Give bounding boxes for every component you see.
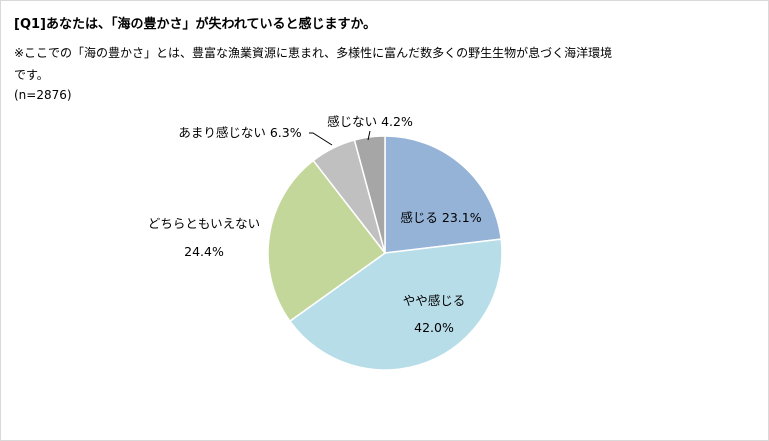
sample-size: (n=2876)	[14, 88, 72, 102]
data-label-2-value: 42.0%	[414, 320, 454, 335]
pie-slice-2	[288, 238, 503, 371]
pie-slice-1	[384, 135, 503, 254]
pie-slice-3	[267, 159, 387, 323]
data-label-1: 感じる 23.1%	[400, 210, 481, 225]
data-label-4: あまり感じない 6.3%	[178, 125, 301, 140]
chart-title: [Q1]あなたは、「海の豊かさ」が失われていると感じますか。	[14, 17, 377, 32]
data-label-3-value: 24.4%	[184, 244, 224, 259]
leader-line-5	[367, 130, 371, 141]
pie-slice-5	[353, 135, 386, 254]
data-label-2-name: やや感じる	[403, 293, 466, 308]
data-label-5: 感じない 4.2%	[327, 114, 413, 129]
chart-note: ※ここでの「海の豊かさ」とは、豊富な漁業資源に恵まれ、多様性に富んだ数多くの野生…	[14, 46, 613, 82]
leader-line-4	[309, 132, 333, 146]
data-label-3-name: どちらともいえない	[148, 216, 260, 231]
